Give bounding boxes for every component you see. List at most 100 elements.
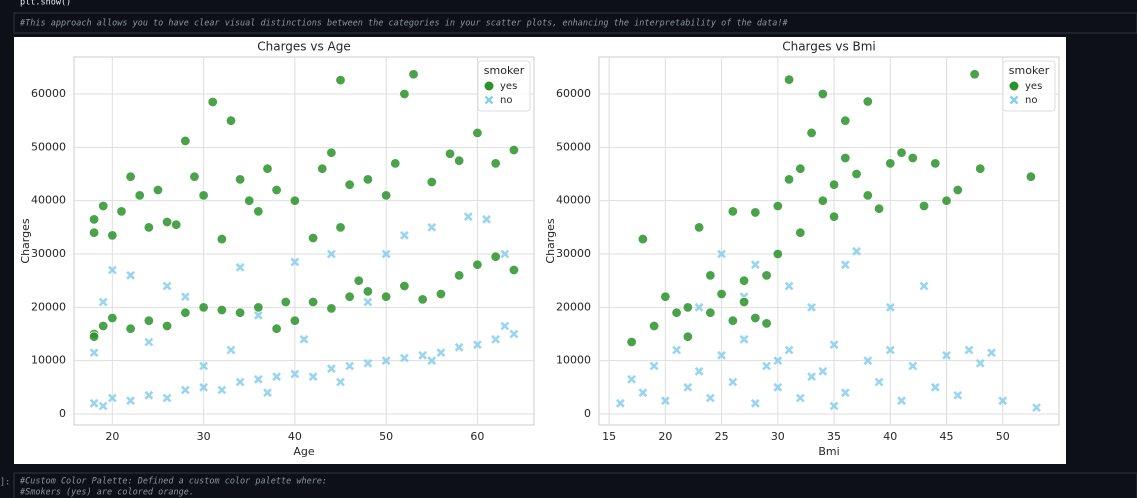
point bbox=[362, 174, 374, 185]
point bbox=[885, 158, 896, 169]
code-comment: #Smokers (yes) are colored orange. bbox=[19, 488, 194, 498]
point bbox=[818, 366, 828, 376]
point bbox=[716, 288, 727, 300]
point bbox=[98, 401, 108, 411]
x-tick-label: 40 bbox=[288, 430, 302, 443]
point bbox=[908, 361, 918, 371]
point bbox=[126, 396, 136, 406]
point bbox=[380, 190, 392, 201]
point bbox=[143, 222, 155, 233]
point bbox=[727, 315, 739, 326]
legend-marker bbox=[484, 81, 494, 91]
legend-label: no bbox=[1025, 95, 1037, 106]
point bbox=[930, 382, 940, 392]
point bbox=[750, 398, 760, 408]
point bbox=[472, 127, 483, 139]
x-tick-label: 20 bbox=[658, 430, 672, 443]
point bbox=[784, 345, 794, 355]
x-tick-label: 20 bbox=[105, 430, 119, 443]
point bbox=[216, 304, 228, 316]
point bbox=[344, 291, 355, 302]
y-tick-label: 60000 bbox=[31, 87, 66, 100]
point bbox=[289, 315, 301, 326]
point bbox=[772, 200, 784, 212]
point bbox=[840, 388, 850, 398]
point bbox=[161, 216, 173, 228]
point bbox=[987, 348, 996, 358]
point bbox=[897, 396, 906, 406]
point bbox=[335, 222, 346, 233]
point bbox=[253, 302, 264, 313]
point bbox=[490, 251, 501, 262]
point bbox=[975, 163, 986, 174]
point bbox=[862, 190, 874, 201]
point bbox=[472, 340, 482, 350]
point bbox=[162, 393, 172, 403]
y-tick-label: 10000 bbox=[556, 354, 591, 367]
point bbox=[672, 345, 682, 355]
point bbox=[750, 260, 760, 270]
point bbox=[143, 315, 155, 326]
x-tick-label: 15 bbox=[602, 430, 616, 443]
point bbox=[180, 307, 191, 318]
point bbox=[326, 364, 336, 374]
point bbox=[253, 206, 264, 217]
chart-title: Charges vs Bmi bbox=[782, 40, 876, 54]
x-tick-label: 25 bbox=[715, 430, 729, 443]
point bbox=[907, 152, 918, 164]
point bbox=[952, 184, 963, 196]
point bbox=[637, 233, 649, 245]
point bbox=[942, 350, 951, 360]
point bbox=[727, 206, 739, 217]
point bbox=[773, 356, 783, 366]
point bbox=[234, 307, 246, 318]
point bbox=[739, 334, 749, 344]
point bbox=[272, 372, 282, 382]
y-tick-label: 20000 bbox=[31, 300, 66, 313]
point bbox=[198, 302, 209, 313]
point bbox=[426, 176, 437, 188]
point bbox=[226, 345, 236, 355]
code-cell bbox=[13, 12, 1137, 34]
point bbox=[362, 286, 374, 297]
point bbox=[682, 302, 694, 313]
point bbox=[125, 323, 136, 334]
point bbox=[828, 211, 840, 222]
point bbox=[998, 396, 1008, 406]
legend-marker bbox=[1009, 95, 1019, 105]
y-tick-label: 50000 bbox=[556, 140, 591, 153]
point bbox=[444, 148, 456, 159]
point bbox=[89, 398, 99, 408]
point bbox=[750, 312, 761, 324]
point bbox=[399, 88, 410, 100]
point bbox=[299, 334, 309, 344]
x-tick-label: 35 bbox=[827, 430, 841, 443]
point bbox=[660, 396, 670, 406]
point bbox=[161, 320, 173, 332]
y-tick-label: 30000 bbox=[556, 247, 591, 260]
y-axis-label: Charges bbox=[544, 218, 557, 263]
point bbox=[705, 393, 715, 403]
point bbox=[189, 171, 200, 182]
point bbox=[738, 275, 750, 286]
point bbox=[427, 222, 437, 232]
y-tick-label: 60000 bbox=[556, 87, 591, 100]
point bbox=[772, 248, 784, 260]
x-tick-label: 30 bbox=[771, 430, 785, 443]
point bbox=[795, 393, 805, 403]
point bbox=[88, 227, 100, 238]
point bbox=[828, 179, 840, 190]
y-tick-label: 0 bbox=[59, 407, 66, 420]
point bbox=[930, 158, 941, 169]
point bbox=[941, 195, 952, 206]
point bbox=[217, 385, 227, 395]
point bbox=[326, 249, 336, 259]
point bbox=[144, 337, 154, 347]
point bbox=[500, 249, 510, 259]
point bbox=[750, 207, 761, 218]
point bbox=[125, 171, 136, 182]
point bbox=[88, 331, 100, 342]
point bbox=[399, 230, 409, 240]
x-tick-label: 50 bbox=[996, 430, 1010, 443]
point bbox=[180, 385, 190, 395]
